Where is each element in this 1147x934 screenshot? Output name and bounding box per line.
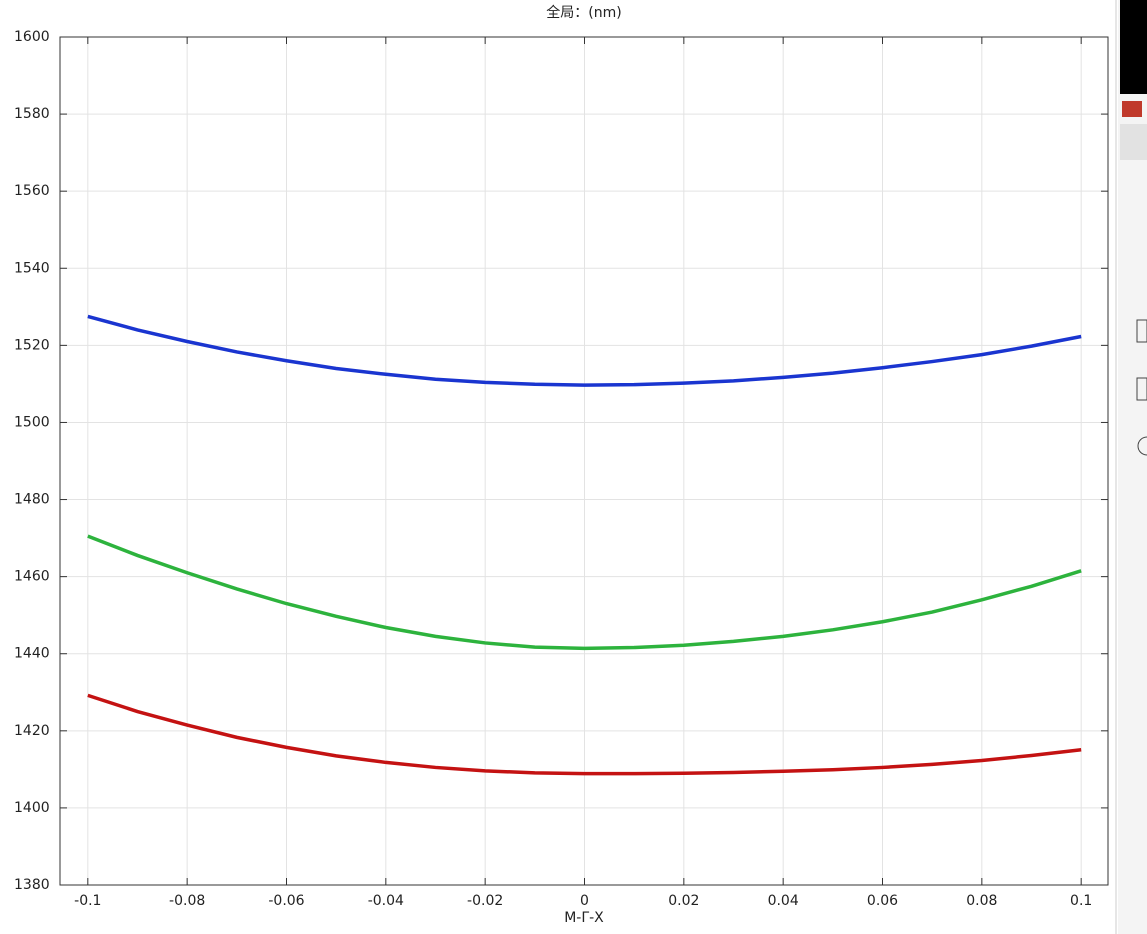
y-tick-label: 1400 bbox=[14, 800, 50, 816]
x-axis-label: M-Γ-X bbox=[564, 910, 604, 926]
x-tick-label: 0.02 bbox=[668, 893, 699, 909]
x-tick-label: -0.04 bbox=[368, 893, 404, 909]
x-tick-label: 0.04 bbox=[768, 893, 799, 909]
x-tick-label: 0.1 bbox=[1070, 893, 1092, 909]
x-tick-label: -0.06 bbox=[268, 893, 304, 909]
side-icon[interactable] bbox=[1136, 377, 1147, 401]
series-line bbox=[87, 314, 1082, 387]
y-tick-label: 1380 bbox=[14, 877, 50, 893]
x-tick-label: -0.1 bbox=[74, 893, 101, 909]
side-icon[interactable] bbox=[1137, 436, 1147, 456]
y-tick-label: 1420 bbox=[14, 723, 50, 739]
series-line bbox=[87, 534, 1082, 651]
y-tick-label: 1580 bbox=[14, 106, 50, 122]
side-icon[interactable] bbox=[1122, 101, 1142, 117]
side-icon[interactable] bbox=[1136, 319, 1147, 343]
chart-title: 全局：(nm) bbox=[546, 4, 621, 21]
x-tick-label: -0.02 bbox=[467, 893, 503, 909]
y-tick-label: 1520 bbox=[14, 337, 50, 353]
x-tick-label: 0.06 bbox=[867, 893, 898, 909]
y-tick-label: 1480 bbox=[14, 492, 50, 508]
y-tick-label: 1600 bbox=[14, 29, 50, 45]
y-tick-label: 1560 bbox=[14, 183, 50, 199]
y-tick-label: 1500 bbox=[14, 414, 50, 430]
x-tick-label: -0.08 bbox=[169, 893, 205, 909]
y-tick-label: 1460 bbox=[14, 569, 50, 585]
x-tick-label: 0.08 bbox=[966, 893, 997, 909]
series-line bbox=[87, 693, 1082, 776]
y-tick-label: 1440 bbox=[14, 646, 50, 662]
side-button[interactable] bbox=[1120, 124, 1147, 160]
x-tick-label: 0 bbox=[580, 893, 589, 909]
side-panel-dark bbox=[1120, 0, 1147, 94]
plot-frame bbox=[59, 36, 1109, 886]
y-tick-label: 1540 bbox=[14, 260, 50, 276]
